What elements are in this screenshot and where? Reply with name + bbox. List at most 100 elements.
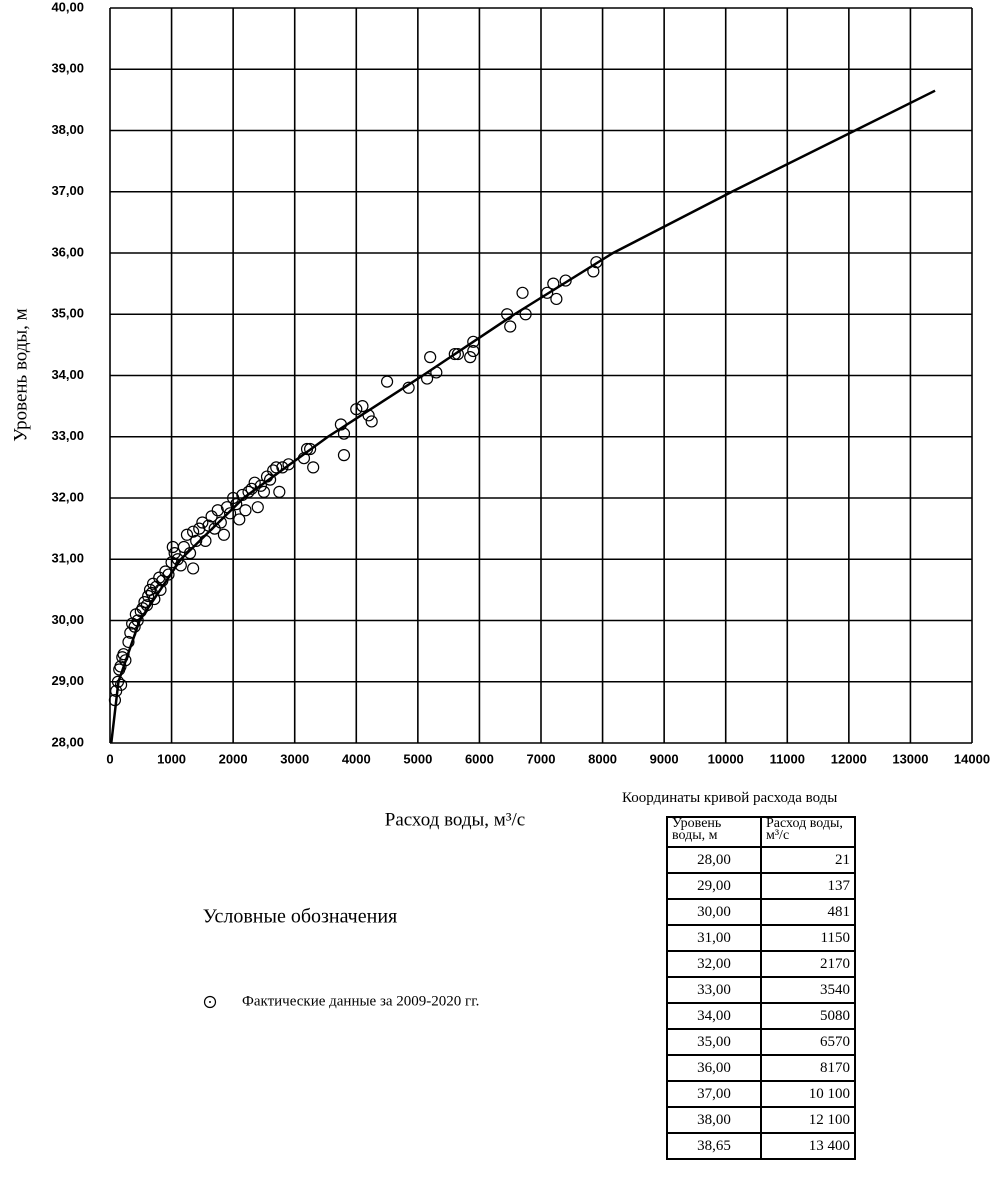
data-point [251,501,264,514]
data-point [448,347,461,361]
data-point [307,461,320,474]
data-point [166,540,179,554]
table-title: Координаты кривой расхода воды [622,790,838,806]
data-point [282,458,295,471]
y-tick-label: 40,00 [51,0,84,14]
data-point [356,400,369,413]
table-cell: 32,00 [666,950,762,978]
data-point [263,473,277,486]
y-tick-label: 37,00 [51,183,84,198]
x-tick-label: 12000 [831,751,867,766]
data-point [239,504,252,517]
x-tick-label: 8000 [588,751,617,766]
table-cell: 3540 [760,976,856,1004]
x-tick-label: 5000 [403,751,432,766]
data-point [214,516,227,529]
table-cell: 38,00 [666,1106,762,1134]
table-cell: 35,00 [666,1028,762,1056]
x-tick-label: 0 [106,751,113,766]
data-point [227,491,240,505]
table-cell: 37,00 [666,1080,762,1108]
data-point [154,583,167,596]
y-tick-label: 30,00 [51,612,84,627]
data-point [467,335,480,348]
data-point [424,351,437,364]
y-tick-label: 28,00 [51,734,84,749]
y-tick-label: 35,00 [51,306,84,321]
x-tick-label: 4000 [342,751,371,766]
table-cell: 2170 [760,950,856,978]
table-cell: 21 [760,846,856,874]
x-tick-label: 13000 [892,751,928,766]
data-point [211,504,224,517]
data-point [254,479,267,492]
x-axis-label: Расход воды, м³/с [385,809,526,830]
data-point [114,678,128,691]
table-row: 29,00 137 [666,872,856,900]
x-tick-label: 6000 [465,751,494,766]
x-tick-label: 7000 [527,751,556,766]
table-cell: 34,00 [666,1002,762,1030]
x-tick-label: 2000 [219,751,248,766]
data-point [257,485,271,498]
data-point [304,442,317,456]
legend-title: Условные обозначения [203,906,397,928]
data-point [142,589,155,603]
table-cell: 31,00 [666,924,762,952]
table-row: 33,00 3540 [666,976,856,1004]
data-point [153,571,166,584]
table-row: 31,00 1150 [666,924,856,952]
rating-curve [110,89,936,744]
table-row: 37,00 10 100 [666,1080,856,1108]
y-axis-label: Уровень воды, м [10,308,31,441]
legend-marker [203,995,217,1009]
data-point [273,485,286,498]
y-tick-label: 38,00 [51,122,84,137]
table-row: 28,00 21 [666,846,856,874]
x-tick-label: 10000 [708,751,744,766]
data-point [559,274,572,287]
data-point [190,534,203,547]
data-point [217,528,231,541]
data-point [180,528,194,541]
data-point [162,568,175,581]
table: Уровень воды, м Расход воды, м³/с 28,00 21 2… [666,816,856,1160]
data-point [119,654,132,667]
y-tick-label: 29,00 [51,673,84,688]
table-row: 38,00 12 100 [666,1106,856,1134]
table-cell: 481 [760,898,856,926]
table-cell: 36,00 [666,1054,762,1082]
table-cell: 10 100 [760,1080,856,1108]
table-cell: 5080 [760,1002,856,1030]
data-point [196,516,209,529]
data-point [168,547,181,560]
table-cell: 12 100 [760,1106,856,1134]
table-cell: 33,00 [666,976,762,1004]
x-tick-label: 9000 [650,751,679,766]
table-row: 30,00 481 [666,898,856,926]
data-point [193,522,206,535]
data-point [159,565,172,578]
legend-marker-dot [209,1001,211,1003]
data-point [451,347,464,361]
data-point [183,547,197,560]
data-point [147,577,160,590]
data-point [350,403,363,416]
table-row: 36,00 8170 [666,1054,856,1082]
data-point [467,344,480,358]
table-row: 38,65 13 400 [666,1132,856,1160]
data-point [541,286,554,299]
table-cell: 29,00 [666,872,762,900]
table-cell: 38,65 [666,1132,762,1160]
table-cell: 30,00 [666,898,762,926]
data-point [208,522,221,535]
data-point [365,415,378,428]
table-cell: 137 [760,872,856,900]
data-point [148,592,161,606]
data-point [187,562,200,575]
data-point [337,427,351,440]
y-tick-label: 31,00 [51,551,84,566]
data-point [177,540,190,554]
y-tick-label: 39,00 [51,61,84,76]
